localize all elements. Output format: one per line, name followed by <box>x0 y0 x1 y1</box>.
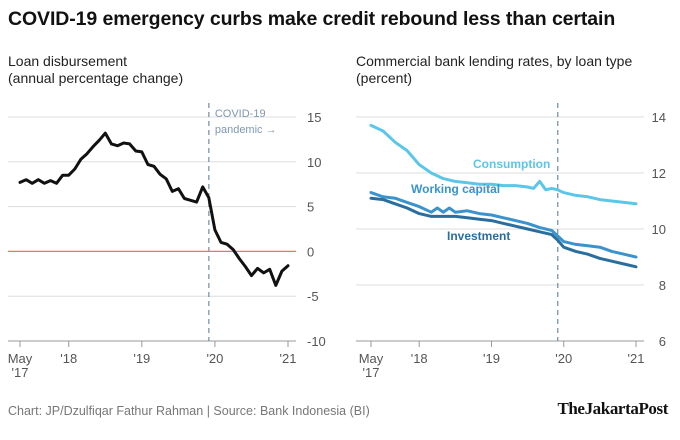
right-chart-title: Commercial bank lending rates, by loan t… <box>356 53 633 69</box>
loan-disbursement-chart: -10 -5 0 5 10 15 May'17 '18 '19 '20 '21 COVID-19 pan… <box>8 103 326 380</box>
pandemic-annotation: COVID-19 <box>215 108 266 120</box>
y-tick-label: -10 <box>307 334 326 349</box>
x-tick-label: '18 <box>60 351 77 366</box>
y-tick-label: -5 <box>307 289 319 304</box>
x-tick-label: May <box>359 351 384 366</box>
y-tick-label: 14 <box>652 110 666 125</box>
x-tick-label: '17 <box>363 365 380 380</box>
working-capital-series-line <box>369 191 638 259</box>
pandemic-annotation: pandemic → <box>215 124 277 136</box>
x-tick-label: '20 <box>555 351 572 366</box>
y-tick-label: 15 <box>307 110 321 125</box>
series-label: Consumption <box>473 157 550 171</box>
lending-rates-chart: 6 8 10 12 14 May'17 '18 '19 '20 '21 Consumption Wor… <box>356 103 666 380</box>
x-tick-label: '21 <box>280 351 297 366</box>
left-chart-subtitle: Loan disbursement (annual percentage cha… <box>8 53 183 87</box>
left-chart-unit: (annual percentage change) <box>8 70 184 86</box>
chart-credit: Chart: JP/Dzulfiqar Fathur Rahman | Sour… <box>8 404 370 418</box>
y-tick-label: 8 <box>659 278 666 293</box>
y-tick-label: 0 <box>307 244 314 259</box>
series-label: Investment <box>447 229 510 243</box>
y-tick-label: 5 <box>307 200 314 215</box>
consumption-series-line <box>369 123 638 206</box>
y-tick-label: 12 <box>652 166 666 181</box>
x-tick-label: '18 <box>411 351 428 366</box>
y-tick-label: 6 <box>659 334 666 349</box>
y-tick-label: 10 <box>307 155 321 170</box>
right-chart-subtitle: Commercial bank lending rates, by loan t… <box>356 53 632 87</box>
loan-growth-series-line <box>18 131 290 287</box>
x-tick-label: May <box>8 351 33 366</box>
x-tick-label: '21 <box>628 351 645 366</box>
x-tick-label: '19 <box>483 351 500 366</box>
chart-title: COVID-19 emergency curbs make credit reb… <box>8 8 616 30</box>
y-tick-label: 10 <box>652 222 666 237</box>
series-label: Working capital <box>411 182 500 196</box>
right-chart-unit: (percent) <box>356 70 413 86</box>
x-tick-label: '20 <box>206 351 223 366</box>
x-tick-label: '19 <box>133 351 150 366</box>
x-tick-label: '17 <box>12 365 29 380</box>
investment-series-line <box>369 196 638 269</box>
left-chart-title: Loan disbursement <box>8 53 128 69</box>
brand-logo: TheJakartaPost <box>557 399 668 418</box>
